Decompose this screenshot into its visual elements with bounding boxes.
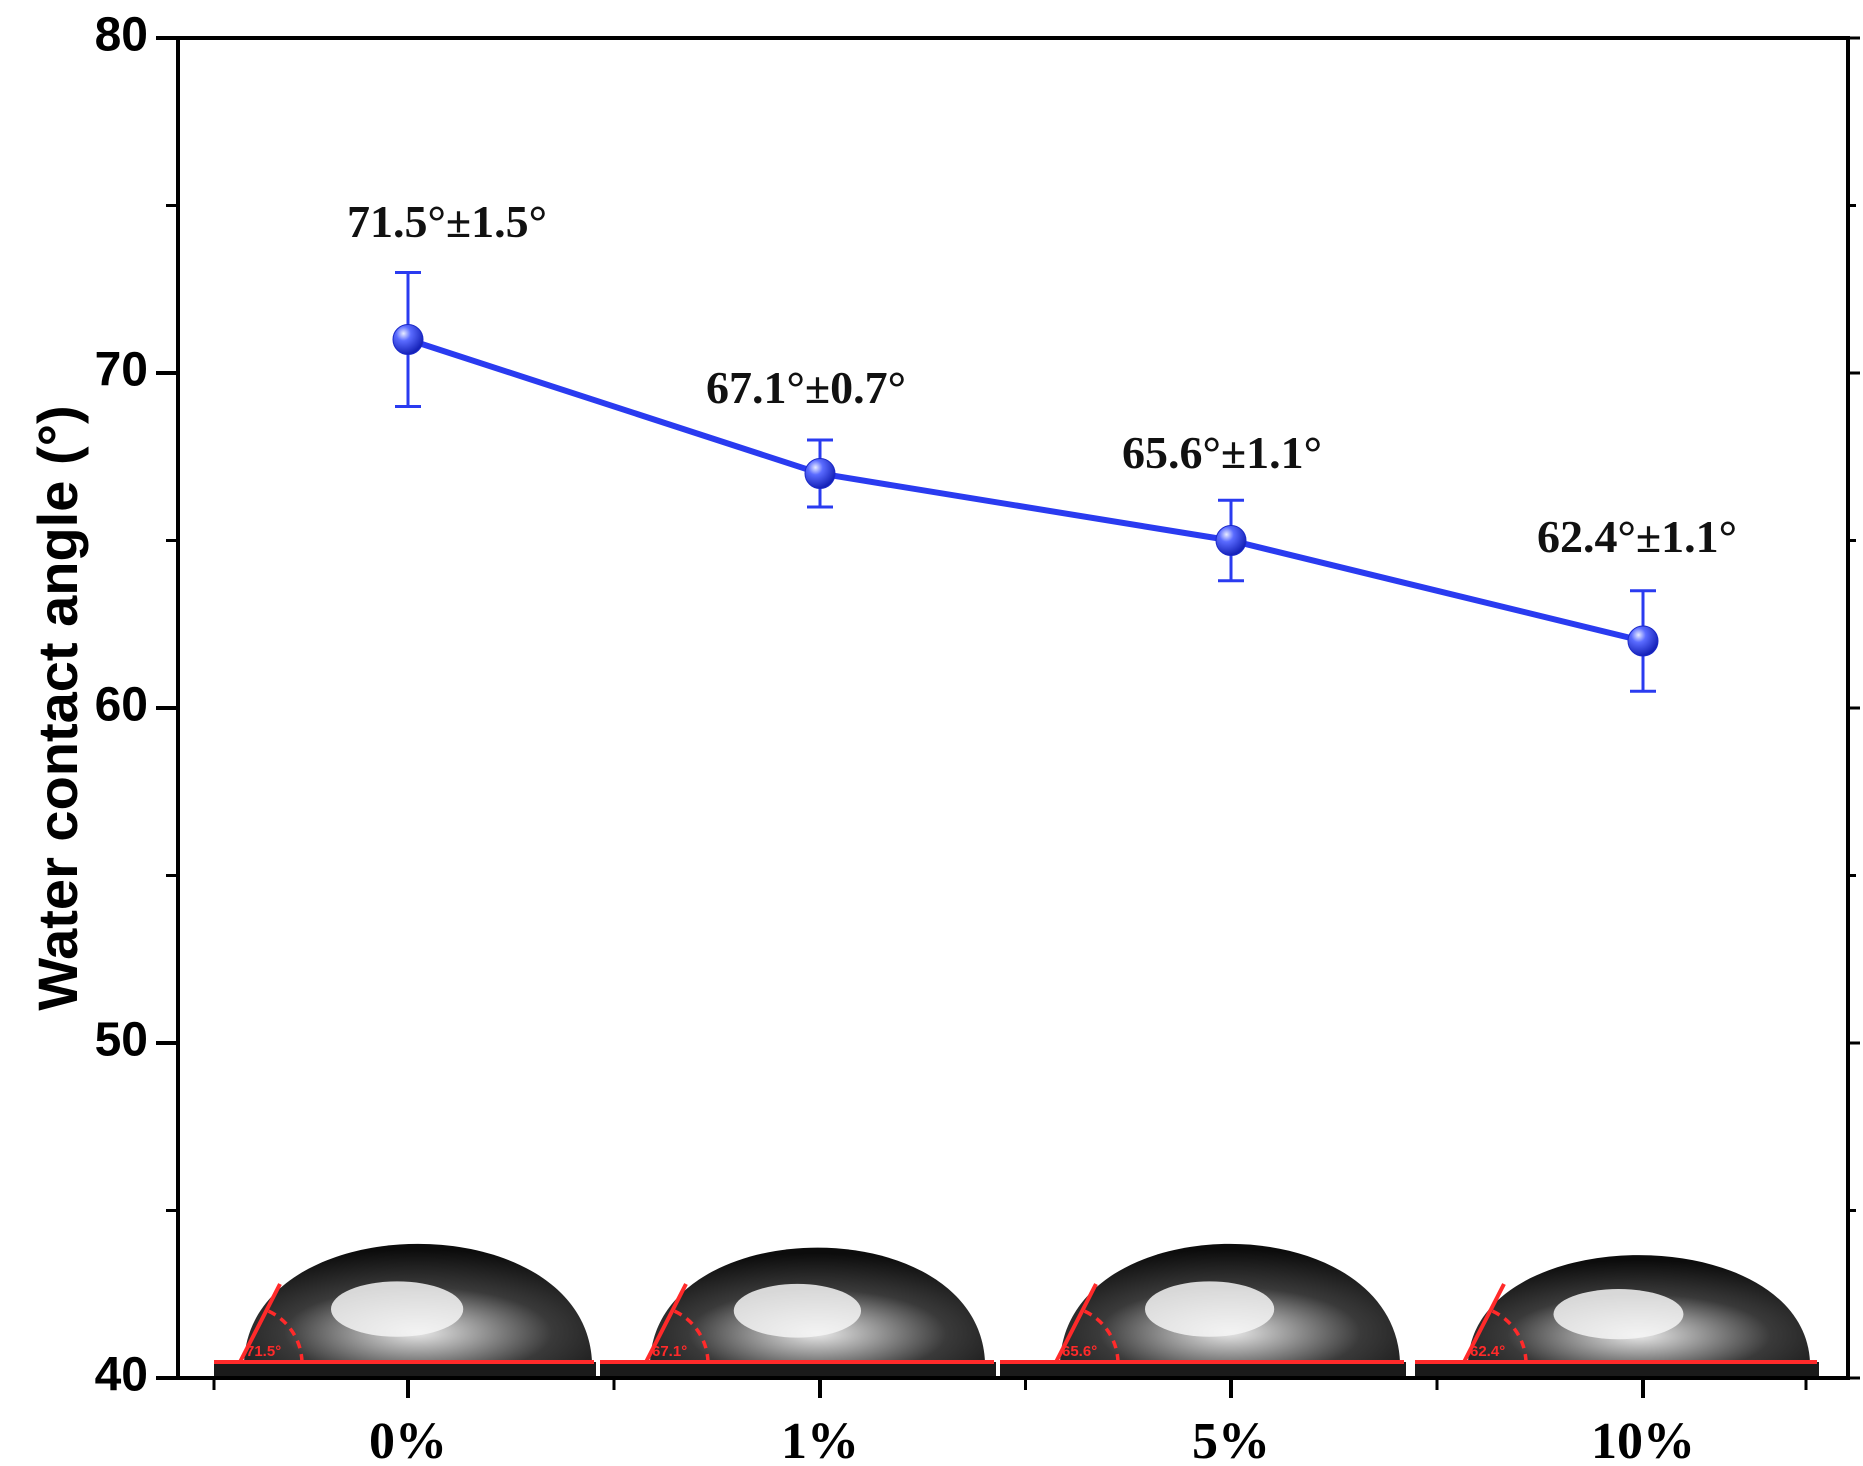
droplet-highlight [331,1281,464,1337]
droplet-highlight [733,1283,862,1338]
y-tick-label: 70 [95,344,148,397]
axes: 40 50 60 70 80 0% 1% 5% 10% [95,9,1860,1466]
value-annotation: 65.6°±1.1° [1122,427,1322,478]
data-point [804,458,836,489]
droplet-image: 71.5° [214,1243,596,1378]
data-point [392,324,424,355]
droplet-highlight [1553,1289,1684,1340]
y-tick-label: 60 [95,679,148,732]
x-tick-label: 0% [369,1413,447,1466]
y-tick-label: 40 [95,1349,148,1402]
droplet-substrate [214,1362,596,1378]
data-point [1627,625,1659,657]
value-annotation: 71.5°±1.5° [347,196,547,247]
droplet-substrate [1000,1362,1406,1378]
tangent-marker [1054,1283,1098,1363]
droplet-angle-label: 67.1° [652,1343,687,1360]
droplet-image: 62.4° [1415,1255,1819,1378]
droplet-substrate [600,1362,996,1378]
y-tick-label: 50 [95,1014,148,1067]
droplet-angle-label: 62.4° [1470,1343,1505,1360]
droplet-highlight [1145,1281,1275,1337]
annotation-layer: 71.5°±1.5° 67.1°±0.7° 65.6°±1.1° 62.4°±1.1° [347,196,1737,562]
value-annotation: 67.1°±0.7° [706,362,906,413]
x-tick-label: 1% [781,1413,859,1466]
y-tick-label: 80 [95,9,148,62]
droplet-angle-label: 71.5° [246,1343,281,1360]
droplet-images: 71.5° 67.1° 65.6° 62.4° [214,1243,1819,1378]
value-annotation: 62.4°±1.1° [1537,511,1737,562]
droplet-angle-label: 65.6° [1062,1343,1097,1360]
x-tick-label: 5% [1192,1413,1270,1466]
tangent-marker [238,1283,282,1363]
y-axis-title: Water contact angle (°) [26,405,89,1010]
angle-arc [1489,1308,1528,1363]
droplet-image: 65.6° [1000,1243,1406,1378]
series-line [407,336,1644,644]
droplet-image: 67.1° [600,1247,996,1378]
droplet-substrate [1415,1362,1819,1378]
angle-arc [265,1308,304,1363]
data-point [1215,525,1247,556]
tangent-marker [644,1283,688,1363]
tangent-marker [1462,1283,1506,1363]
angle-arc [1081,1308,1120,1363]
series-layer [392,271,1659,693]
angle-arc [671,1308,710,1363]
x-tick-label: 10% [1591,1413,1695,1466]
